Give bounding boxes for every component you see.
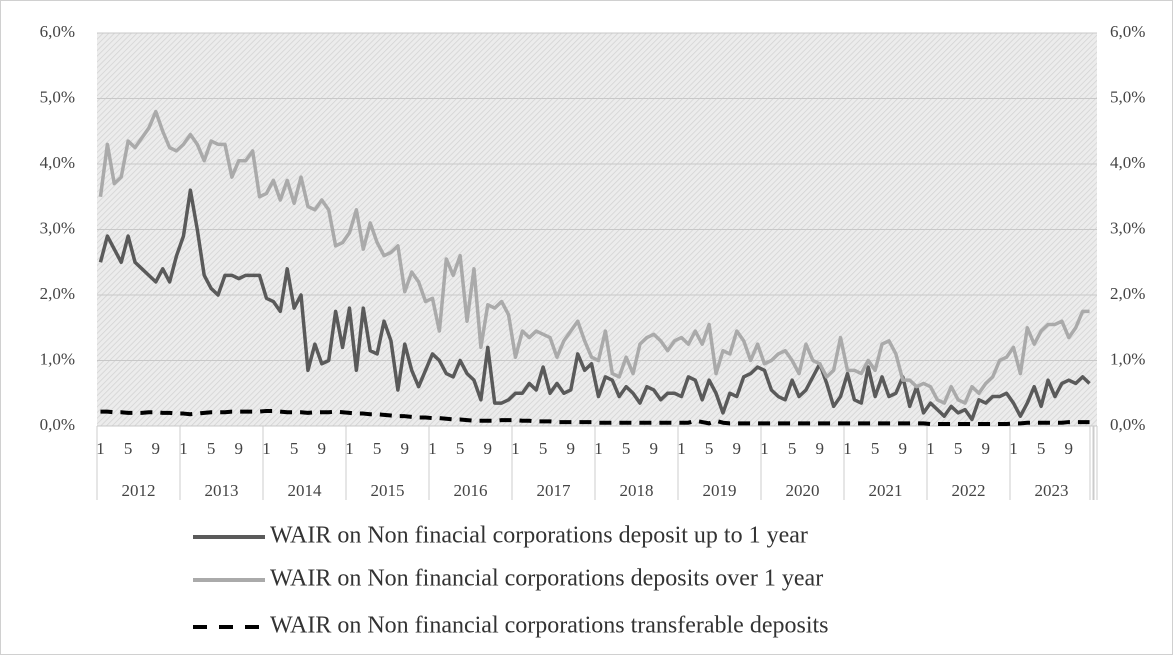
x-tick-label: 9 <box>899 439 908 458</box>
series-line <box>100 408 1090 427</box>
year-label: 2021 <box>869 481 903 500</box>
x-tick-label: 5 <box>207 439 216 458</box>
x-tick-label: 9 <box>1065 439 1074 458</box>
x-tick-label: 5 <box>290 439 299 458</box>
y-tick-label: 3,0% <box>40 218 75 237</box>
year-label: 2013 <box>205 481 239 500</box>
year-label: 2014 <box>288 481 323 500</box>
x-tick-label: 1 <box>760 439 769 458</box>
year-label: 2017 <box>537 481 572 500</box>
legend-label: WAIR on Non financial corporations trans… <box>270 613 829 639</box>
legend-label: WAIR on Non finacial corporations deposi… <box>270 523 808 549</box>
x-tick-label: 9 <box>982 439 991 458</box>
y2-tick-label: 2,0% <box>1110 284 1145 303</box>
x-tick-label: 5 <box>622 439 631 458</box>
y-tick-label: 6,0% <box>40 22 75 41</box>
year-label: 2018 <box>620 481 654 500</box>
x-tick-label: 9 <box>567 439 576 458</box>
x-tick-label: 9 <box>650 439 659 458</box>
x-tick-label: 9 <box>401 439 410 458</box>
y-tick-label: 5,0% <box>40 87 75 106</box>
x-tick-label: 5 <box>871 439 880 458</box>
y2-tick-label: 4,0% <box>1110 153 1145 172</box>
year-label: 2022 <box>952 481 986 500</box>
x-tick-label: 9 <box>152 439 161 458</box>
year-label: 2012 <box>122 481 156 500</box>
year-label: 2016 <box>454 481 488 500</box>
x-tick-label: 5 <box>788 439 797 458</box>
y2-tick-label: 1,0% <box>1110 349 1145 368</box>
x-tick-label: 1 <box>511 439 520 458</box>
x-tick-label: 5 <box>373 439 382 458</box>
y2-tick-label: 0,0% <box>1110 415 1145 434</box>
x-tick-label: 1 <box>262 439 271 458</box>
x-tick-label: 9 <box>816 439 825 458</box>
y-tick-label: 1,0% <box>40 349 75 368</box>
x-tick-label: 9 <box>733 439 742 458</box>
y-tick-label: 4,0% <box>40 153 75 172</box>
y-tick-label: 2,0% <box>40 284 75 303</box>
x-tick-label: 9 <box>318 439 327 458</box>
year-label: 2019 <box>703 481 737 500</box>
x-tick-label: 5 <box>705 439 714 458</box>
series-line <box>98 109 1090 405</box>
x-tick-label: 1 <box>179 439 188 458</box>
series-line <box>98 188 1091 422</box>
y2-tick-label: 6,0% <box>1110 22 1145 41</box>
x-tick-label: 5 <box>1037 439 1046 458</box>
x-tick-label: 1 <box>1009 439 1018 458</box>
x-tick-label: 1 <box>428 439 437 458</box>
y-tick-label: 0,0% <box>40 415 75 434</box>
legend-label: WAIR on Non financial corporations depos… <box>270 566 823 592</box>
x-tick-label: 1 <box>926 439 935 458</box>
x-tick-label: 5 <box>954 439 963 458</box>
y2-tick-label: 3,0% <box>1110 218 1145 237</box>
x-tick-label: 5 <box>539 439 548 458</box>
year-label: 2020 <box>786 481 820 500</box>
x-tick-label: 1 <box>677 439 686 458</box>
x-tick-label: 1 <box>96 439 105 458</box>
x-tick-label: 5 <box>456 439 465 458</box>
x-tick-label: 9 <box>235 439 244 458</box>
x-tick-label: 1 <box>843 439 852 458</box>
year-label: 2015 <box>371 481 405 500</box>
x-tick-label: 9 <box>484 439 493 458</box>
x-tick-label: 1 <box>345 439 354 458</box>
year-label: 2023 <box>1035 481 1069 500</box>
y2-tick-label: 5,0% <box>1110 87 1145 106</box>
x-tick-label: 1 <box>594 439 603 458</box>
x-tick-label: 5 <box>124 439 133 458</box>
